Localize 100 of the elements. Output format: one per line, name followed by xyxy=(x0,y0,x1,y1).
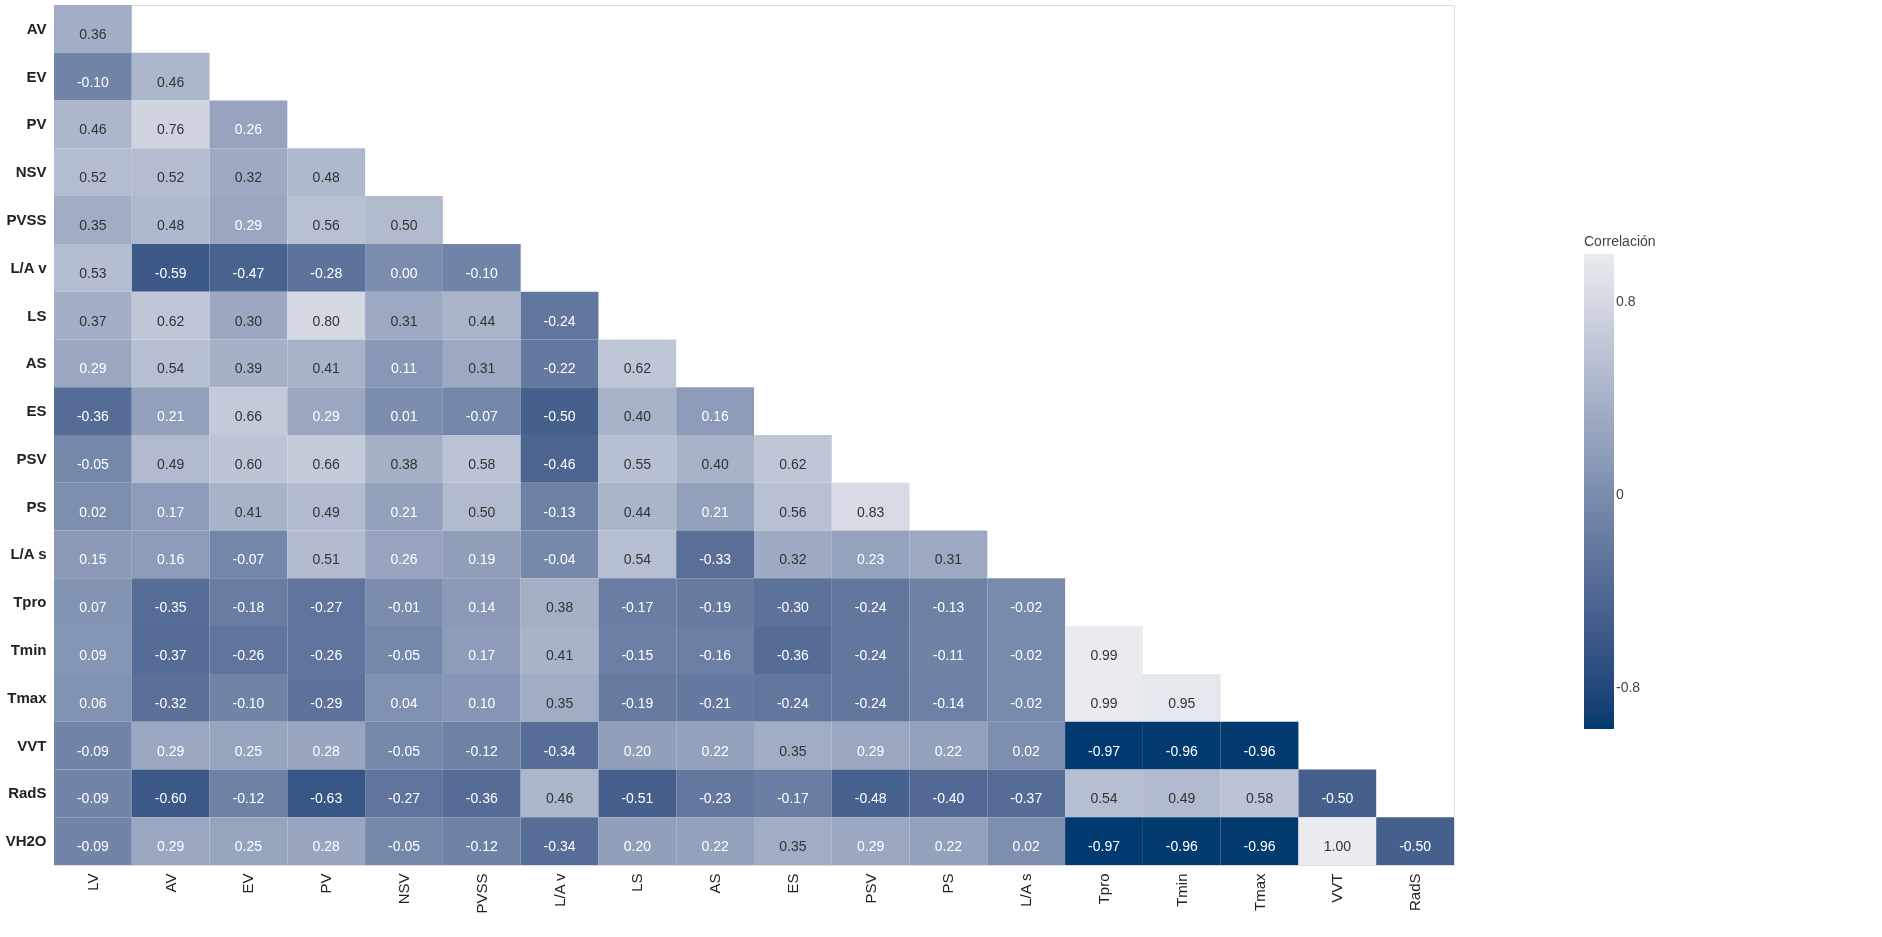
data-label: 0.46 xyxy=(157,73,185,90)
data-label: -0.34 xyxy=(543,838,576,855)
data-label: 0.35 xyxy=(779,838,807,855)
x-tick-label: PSV xyxy=(861,873,879,904)
data-label: 1.00 xyxy=(1323,838,1352,855)
data-label: -0.12 xyxy=(465,838,498,855)
data-label: 0.44 xyxy=(468,312,496,329)
data-label: 0.02 xyxy=(1012,742,1041,759)
data-label: 0.54 xyxy=(623,551,652,568)
data-label: 0.48 xyxy=(312,169,341,186)
data-label: -0.46 xyxy=(543,455,576,472)
data-label: -0.12 xyxy=(232,790,265,807)
data-label: -0.59 xyxy=(154,264,187,281)
data-label: 0.99 xyxy=(1090,647,1118,663)
data-label: -0.04 xyxy=(543,551,576,568)
data-label: 0.51 xyxy=(312,551,341,568)
data-label: 0.60 xyxy=(234,455,263,472)
data-label: -0.14 xyxy=(932,694,965,711)
y-tick-label: NSV xyxy=(15,163,47,181)
data-label: 0.44 xyxy=(623,503,652,520)
x-tick-label: ES xyxy=(783,873,801,894)
data-label: 0.52 xyxy=(79,169,107,186)
data-label: -0.19 xyxy=(621,694,654,711)
x-tick-label: L/A v xyxy=(550,873,568,907)
data-label: -0.09 xyxy=(76,742,110,759)
y-tick-label: L/A v xyxy=(10,258,48,276)
data-label: -0.17 xyxy=(776,790,810,807)
data-label: 0.56 xyxy=(779,503,807,520)
data-label: 0.09 xyxy=(79,647,107,663)
x-tick-label: L/A s xyxy=(1017,873,1035,907)
data-label: -0.24 xyxy=(854,647,887,663)
data-label: -0.05 xyxy=(388,742,421,759)
x-tick-label: LV xyxy=(83,873,101,891)
data-label: 0.04 xyxy=(390,694,418,711)
data-label: 0.39 xyxy=(234,360,263,377)
data-label: 0.41 xyxy=(545,647,574,663)
y-tick-label: PV xyxy=(26,115,47,133)
data-label: 0.50 xyxy=(468,503,496,520)
data-label: -0.02 xyxy=(1010,694,1043,711)
data-label: 0.49 xyxy=(157,455,185,472)
y-tick-label: Tmax xyxy=(7,688,48,706)
data-label: -0.36 xyxy=(76,408,110,425)
data-label: -0.11 xyxy=(933,647,965,663)
y-tick-label: RadS xyxy=(8,784,47,802)
y-tick-label: AS xyxy=(25,354,47,372)
data-label: 0.58 xyxy=(468,455,496,472)
data-label: 0.29 xyxy=(857,838,885,855)
data-label: -0.37 xyxy=(1010,790,1043,807)
data-label: 0.31 xyxy=(390,312,418,329)
data-label: -0.02 xyxy=(1010,599,1043,616)
data-label: -0.29 xyxy=(310,694,343,711)
data-label: 0.52 xyxy=(157,169,185,186)
data-label: -0.05 xyxy=(76,455,110,472)
data-label: 0.28 xyxy=(312,838,341,855)
x-tick-label: PV xyxy=(317,873,335,894)
data-label: 0.20 xyxy=(623,742,652,759)
data-label: 0.49 xyxy=(1168,790,1196,807)
data-label: -0.05 xyxy=(388,838,421,855)
data-label: -0.96 xyxy=(1243,742,1276,759)
data-label: 0.17 xyxy=(157,503,185,520)
legend-title: Correlación xyxy=(1584,233,1656,249)
data-label: -0.30 xyxy=(776,599,810,616)
data-label: 0.25 xyxy=(234,838,263,855)
x-tick-label: Tmin xyxy=(1172,873,1190,907)
y-tick-label: Tmin xyxy=(10,641,47,658)
data-label: -0.10 xyxy=(232,694,265,711)
data-label: 0.31 xyxy=(934,551,963,568)
data-label: 0.26 xyxy=(234,121,263,138)
x-tick-label: LS xyxy=(628,873,646,892)
data-label: 0.10 xyxy=(468,694,496,711)
data-label: 0.17 xyxy=(468,647,496,663)
data-label: -0.24 xyxy=(776,694,810,711)
data-label: -0.40 xyxy=(932,790,965,807)
data-label: 0.48 xyxy=(157,217,185,233)
data-label: -0.50 xyxy=(1399,838,1432,855)
data-label: -0.26 xyxy=(232,647,265,663)
y-tick-label: PSV xyxy=(16,449,47,467)
data-label: 0.46 xyxy=(545,790,574,807)
data-label: 0.28 xyxy=(312,742,341,759)
data-label: 0.19 xyxy=(468,551,496,568)
data-label: -0.63 xyxy=(310,790,343,807)
data-label: -0.24 xyxy=(854,694,887,711)
data-label: -0.26 xyxy=(310,647,343,663)
data-label: 0.54 xyxy=(1090,790,1118,807)
data-label: 0.15 xyxy=(79,551,107,568)
data-label: -0.23 xyxy=(699,790,732,807)
data-label: -0.51 xyxy=(621,790,654,807)
data-label: 0.66 xyxy=(234,408,263,425)
data-label: -0.16 xyxy=(699,647,732,663)
data-label: -0.15 xyxy=(621,647,654,663)
data-label: -0.09 xyxy=(76,838,110,855)
data-label: 0.16 xyxy=(157,551,185,568)
data-label: 0.20 xyxy=(623,838,652,855)
data-label: 0.22 xyxy=(934,838,963,855)
data-label: 0.38 xyxy=(390,455,418,472)
x-tick-label: PS xyxy=(939,873,957,894)
data-label: 0.30 xyxy=(234,312,263,329)
y-tick-label: ES xyxy=(26,402,47,420)
data-label: 0.62 xyxy=(623,360,652,377)
data-label: -0.12 xyxy=(465,742,498,759)
